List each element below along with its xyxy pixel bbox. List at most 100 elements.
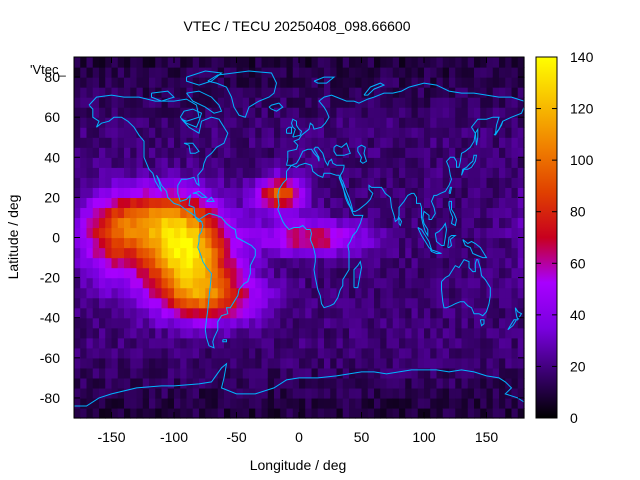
heatmap-cell bbox=[505, 227, 513, 239]
heatmap-cell bbox=[355, 407, 363, 419]
heatmap-cell bbox=[80, 217, 88, 229]
heatmap-cell bbox=[217, 317, 225, 329]
heatmap-cell bbox=[80, 167, 88, 178]
heatmap-cell bbox=[136, 337, 144, 349]
heatmap-cell bbox=[299, 197, 306, 209]
heatmap-cell bbox=[342, 217, 350, 229]
heatmap-cell bbox=[342, 87, 350, 98]
heatmap-cell bbox=[286, 287, 294, 299]
heatmap-cell bbox=[399, 327, 406, 339]
heatmap-cell bbox=[417, 167, 425, 178]
heatmap-cell bbox=[205, 117, 213, 128]
heatmap-cell bbox=[280, 297, 288, 309]
heatmap-cell bbox=[380, 317, 388, 329]
heatmap-cell bbox=[199, 367, 206, 379]
heatmap-cell bbox=[399, 97, 406, 108]
heatmap-cell bbox=[167, 277, 175, 289]
heatmap-cell bbox=[105, 227, 113, 239]
heatmap-cell bbox=[180, 407, 188, 419]
heatmap-cell bbox=[349, 157, 356, 168]
heatmap-cell bbox=[167, 327, 175, 339]
heatmap-cell bbox=[511, 357, 519, 369]
heatmap-cell bbox=[255, 237, 263, 249]
heatmap-cell bbox=[130, 167, 138, 178]
heatmap-cell bbox=[124, 307, 131, 319]
heatmap-cell bbox=[274, 287, 281, 299]
heatmap-cell bbox=[380, 397, 388, 409]
heatmap-cell bbox=[186, 407, 194, 419]
heatmap-cell bbox=[124, 387, 131, 399]
heatmap-cell bbox=[74, 347, 81, 359]
heatmap-cell bbox=[467, 257, 475, 269]
heatmap-cell bbox=[230, 147, 238, 158]
heatmap-cell bbox=[355, 237, 363, 249]
heatmap-cell bbox=[417, 267, 425, 279]
heatmap-cell bbox=[111, 127, 119, 138]
heatmap-cell bbox=[305, 347, 313, 359]
heatmap-cell bbox=[274, 87, 281, 98]
heatmap-cell bbox=[499, 307, 506, 319]
heatmap-cell bbox=[380, 377, 388, 389]
heatmap-cell bbox=[224, 237, 231, 249]
heatmap-cell bbox=[142, 187, 150, 198]
heatmap-cell bbox=[367, 247, 375, 259]
heatmap-cell bbox=[80, 257, 88, 269]
heatmap-cell bbox=[417, 247, 425, 259]
heatmap-cell bbox=[280, 117, 288, 128]
heatmap-cell bbox=[99, 217, 106, 229]
heatmap-cell bbox=[330, 327, 338, 339]
heatmap-cell bbox=[211, 217, 219, 229]
heatmap-cell bbox=[511, 397, 519, 409]
colorbar-tick-label: 40 bbox=[570, 307, 586, 323]
heatmap-cell bbox=[361, 207, 369, 219]
heatmap-cell bbox=[430, 197, 438, 209]
heatmap-cell bbox=[324, 257, 331, 269]
heatmap-cell bbox=[411, 137, 419, 148]
heatmap-cell bbox=[299, 87, 306, 98]
heatmap-cell bbox=[392, 77, 400, 88]
heatmap-cell bbox=[74, 137, 81, 148]
heatmap-cell bbox=[167, 157, 175, 168]
heatmap-cell bbox=[486, 387, 494, 399]
heatmap-cell bbox=[299, 107, 306, 118]
heatmap-cell bbox=[205, 67, 213, 78]
heatmap-cell bbox=[355, 347, 363, 359]
heatmap-cell bbox=[117, 337, 125, 349]
heatmap-cell bbox=[499, 77, 506, 88]
heatmap-cell bbox=[455, 407, 463, 419]
heatmap-cell bbox=[180, 197, 188, 209]
heatmap-cell bbox=[292, 267, 300, 279]
heatmap-cell bbox=[499, 167, 506, 178]
heatmap-cell bbox=[405, 247, 413, 259]
heatmap-cell bbox=[305, 77, 313, 88]
heatmap-cell bbox=[417, 297, 425, 309]
heatmap-cell bbox=[99, 137, 106, 148]
heatmap-cell bbox=[367, 407, 375, 419]
heatmap-cell bbox=[430, 177, 438, 188]
heatmap-cell bbox=[142, 327, 150, 339]
heatmap-cell bbox=[311, 117, 319, 128]
heatmap-cell bbox=[311, 57, 319, 68]
heatmap-cell bbox=[317, 227, 325, 239]
heatmap-cell bbox=[230, 307, 238, 319]
heatmap-cell bbox=[249, 237, 256, 249]
heatmap-cell bbox=[280, 87, 288, 98]
heatmap-cell bbox=[161, 137, 169, 148]
heatmap-cell bbox=[374, 367, 381, 379]
heatmap-cell bbox=[342, 157, 350, 168]
heatmap-cell bbox=[255, 347, 263, 359]
heatmap-cell bbox=[236, 377, 244, 389]
heatmap-cell bbox=[117, 57, 125, 68]
heatmap-cell bbox=[255, 307, 263, 319]
heatmap-cell bbox=[286, 307, 294, 319]
heatmap-cell bbox=[242, 327, 250, 339]
heatmap-cell bbox=[461, 207, 469, 219]
heatmap-cell bbox=[180, 217, 188, 229]
heatmap-cell bbox=[236, 117, 244, 128]
heatmap-cell bbox=[174, 347, 181, 359]
heatmap-cell bbox=[180, 337, 188, 349]
heatmap-cell bbox=[124, 397, 131, 409]
heatmap-cell bbox=[411, 177, 419, 188]
heatmap-cell bbox=[230, 87, 238, 98]
heatmap-cell bbox=[192, 397, 200, 409]
